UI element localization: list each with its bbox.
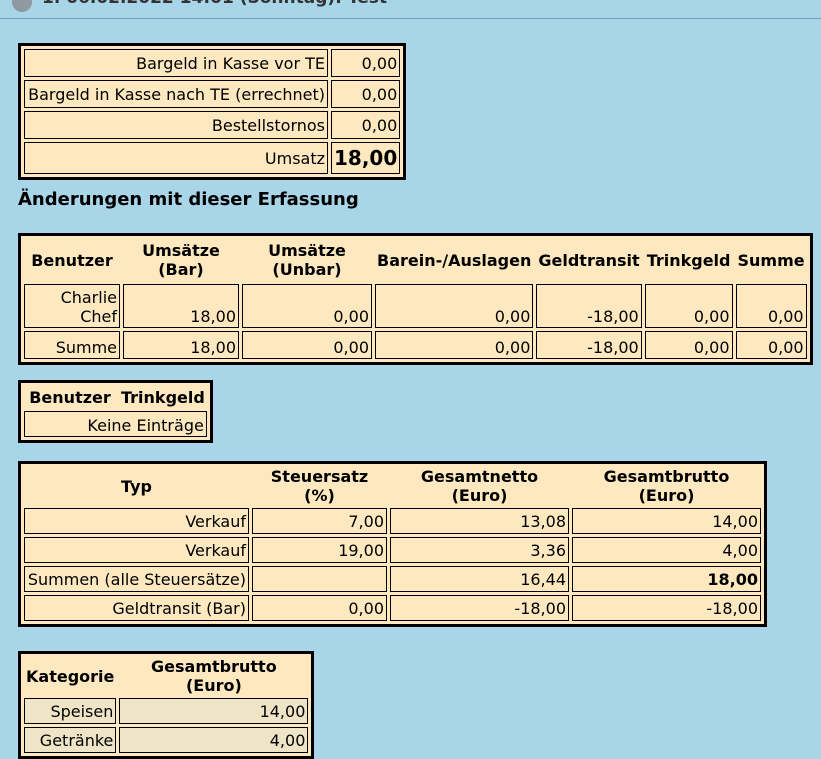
table-cell: Bestellstornos (24, 111, 328, 139)
table-cell: -18,00 (390, 595, 569, 621)
table-cell: Verkauf (24, 537, 249, 563)
table-cell: 0,00 (331, 111, 401, 139)
table-cell: Summe (24, 331, 120, 359)
column-header: Gesamtnetto (Euro) (390, 467, 569, 505)
column-header: Barein-/Auslagen (375, 239, 534, 281)
table-cell: 18,00 (123, 284, 239, 328)
table-cell: Bargeld in Kasse nach TE (errechnet) (24, 80, 328, 108)
column-header: Geldtransit (536, 239, 642, 281)
table-cell: Bargeld in Kasse vor TE (24, 49, 328, 77)
empty-note: Keine Einträge (24, 411, 207, 437)
table-cell: -18,00 (572, 595, 761, 621)
changes-heading: Änderungen mit dieser Erfassung (18, 189, 359, 210)
table-cell: 7,00 (252, 508, 387, 534)
table-row: Keine Einträge (24, 411, 207, 437)
column-header: Summe (735, 239, 807, 281)
table-cell: 0,00 (252, 595, 387, 621)
table-cell: 0,00 (375, 284, 534, 328)
column-header: Steuersatz (%) (252, 467, 387, 505)
section-title: 1. 06.02.2022 14:01 (Sonntag): Test (42, 0, 387, 8)
table-cell: 18,00 (572, 566, 761, 592)
table-cell: Geldtransit (Bar) (24, 595, 249, 621)
table-row: Bestellstornos 0,00 (24, 111, 401, 139)
category-table: Kategorie Gesamtbrutto (Euro) Speisen 14,00… (18, 651, 315, 759)
table-cell: 0,00 (735, 284, 807, 328)
table-cell: 18,00 (123, 331, 239, 359)
table-cell: 0,00 (242, 331, 372, 359)
table-cell: 14,00 (572, 508, 761, 534)
tips-table: Benutzer Trinkgeld Keine Einträge (18, 380, 213, 443)
column-header: Benutzer (24, 239, 120, 281)
table-cell: -18,00 (536, 284, 642, 328)
summary-table: Bargeld in Kasse vor TE 0,00 Bargeld in Ka… (18, 43, 407, 180)
table-row: Verkauf 7,00 13,08 14,00 (24, 508, 761, 534)
column-header: Umsätze (Bar) (123, 239, 239, 281)
table-row: Getränke 4,00 (24, 727, 309, 753)
table-row: Umsatz 18,00 (24, 142, 401, 174)
column-header: Umsätze (Unbar) (242, 239, 372, 281)
column-header: Benutzer (24, 386, 116, 408)
section-header: 1. 06.02.2022 14:01 (Sonntag): Test (0, 0, 821, 19)
header-row: Benutzer Umsätze (Bar) Umsätze (Unbar) Bare… (24, 239, 807, 281)
table-cell: Getränke (24, 727, 117, 753)
header-row: Benutzer Trinkgeld (24, 386, 207, 408)
column-header: Gesamtbrutto (Euro) (572, 467, 761, 505)
table-cell: 4,00 (572, 537, 761, 563)
changes-table: Benutzer Umsätze (Bar) Umsätze (Unbar) Bare… (18, 233, 813, 365)
table-cell: 3,36 (390, 537, 569, 563)
column-header: Trinkgeld (119, 386, 207, 408)
table-cell: 13,08 (390, 508, 569, 534)
table-cell: 14,00 (119, 698, 309, 724)
tax-table: Typ Steuersatz (%) Gesamtnetto (Euro) Gesam… (18, 461, 767, 627)
column-header: Kategorie (24, 657, 117, 695)
table-row: Bargeld in Kasse nach TE (errechnet) 0,00 (24, 80, 401, 108)
column-header: Gesamtbrutto (Euro) (119, 657, 309, 695)
table-row: Summe 18,00 0,00 0,00 -18,00 0,00 0,00 (24, 331, 807, 359)
table-cell: 4,00 (119, 727, 309, 753)
table-cell: Verkauf (24, 508, 249, 534)
table-cell: 18,00 (331, 142, 401, 174)
table-row: Charlie Chef 18,00 0,00 0,00 -18,00 0,00 0,00 (24, 284, 807, 328)
column-header: Typ (24, 467, 249, 505)
table-row: Verkauf 19,00 3,36 4,00 (24, 537, 761, 563)
table-cell: 16,44 (390, 566, 569, 592)
table-cell: 19,00 (252, 537, 387, 563)
table-row: Geldtransit (Bar) 0,00 -18,00 -18,00 (24, 595, 761, 621)
header-row: Kategorie Gesamtbrutto (Euro) (24, 657, 309, 695)
table-cell: 0,00 (242, 284, 372, 328)
table-cell: -18,00 (536, 331, 642, 359)
table-cell: 0,00 (644, 331, 733, 359)
table-cell: 0,00 (375, 331, 534, 359)
table-cell: 0,00 (735, 331, 807, 359)
table-cell: 0,00 (644, 284, 733, 328)
table-cell: Speisen (24, 698, 117, 724)
column-header: Trinkgeld (644, 239, 733, 281)
table-row: Summen (alle Steuersätze) 16,44 18,00 (24, 566, 761, 592)
table-cell (252, 566, 387, 592)
table-row: Bargeld in Kasse vor TE 0,00 (24, 49, 401, 77)
header-row: Typ Steuersatz (%) Gesamtnetto (Euro) Gesam… (24, 467, 761, 505)
table-cell: 0,00 (331, 49, 401, 77)
table-cell: Charlie Chef (24, 284, 120, 328)
table-row: Speisen 14,00 (24, 698, 309, 724)
table-cell: Summen (alle Steuersätze) (24, 566, 249, 592)
table-cell: 0,00 (331, 80, 401, 108)
table-cell: Umsatz (24, 142, 328, 174)
status-icon (12, 0, 32, 12)
